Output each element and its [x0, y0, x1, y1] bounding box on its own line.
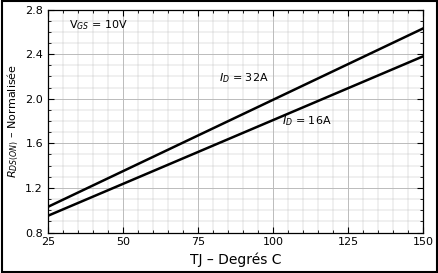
Y-axis label: $R_{DS(ON)}$ – Normalisée: $R_{DS(ON)}$ – Normalisée [6, 64, 21, 178]
Text: V$_{GS}$ = 10V: V$_{GS}$ = 10V [69, 19, 127, 32]
Text: $I_D$ = 16A: $I_D$ = 16A [281, 114, 331, 128]
X-axis label: TJ – Degrés C: TJ – Degrés C [189, 253, 280, 268]
Text: $I_D$ = 32A: $I_D$ = 32A [219, 72, 268, 85]
